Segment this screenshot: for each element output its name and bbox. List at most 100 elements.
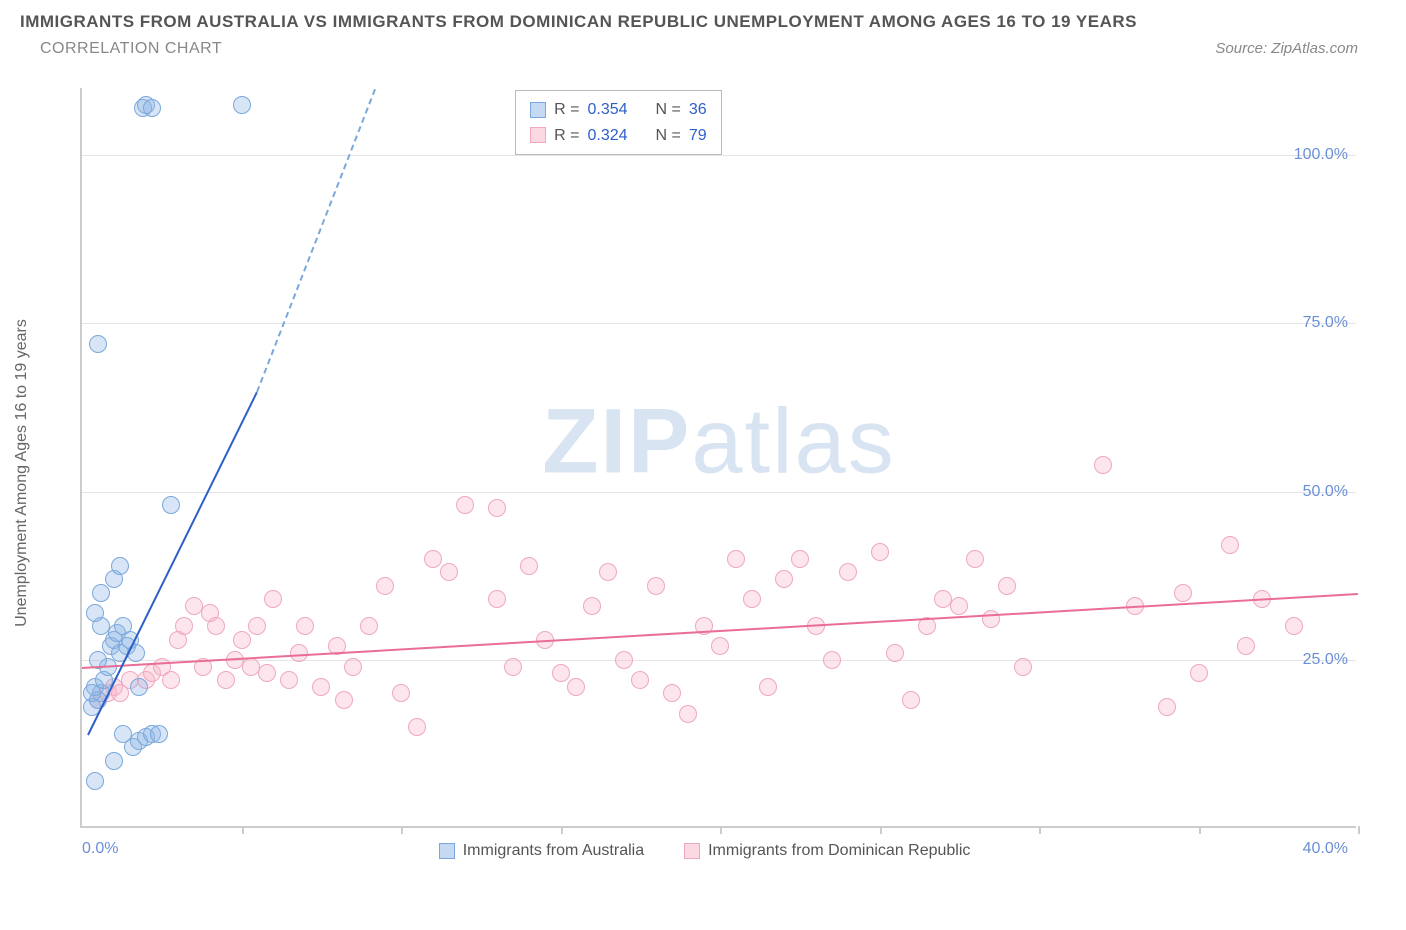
point-pink: [440, 563, 458, 581]
point-pink: [408, 718, 426, 736]
point-blue: [111, 557, 129, 575]
point-pink: [775, 570, 793, 588]
point-pink: [1190, 664, 1208, 682]
point-pink: [1158, 698, 1176, 716]
gridline: [82, 492, 1356, 493]
point-pink: [966, 550, 984, 568]
point-pink: [998, 577, 1016, 595]
point-blue: [89, 335, 107, 353]
point-pink: [296, 617, 314, 635]
y-axis-title: Unemployment Among Ages 16 to 19 years: [13, 319, 31, 627]
x-tick: [1199, 826, 1201, 834]
point-pink: [520, 557, 538, 575]
y-tick-label: 100.0%: [1294, 146, 1348, 164]
point-pink: [258, 664, 276, 682]
legend-swatch-blue: [530, 102, 546, 118]
point-pink: [360, 617, 378, 635]
point-pink: [567, 678, 585, 696]
point-pink: [599, 563, 617, 581]
legend-item: Immigrants from Dominican Republic: [684, 842, 970, 860]
x-tick: [561, 826, 563, 834]
point-pink: [1094, 456, 1112, 474]
point-pink: [217, 671, 235, 689]
point-blue: [105, 752, 123, 770]
point-blue: [143, 99, 161, 117]
gridline: [82, 660, 1356, 661]
point-pink: [583, 597, 601, 615]
point-pink: [647, 577, 665, 595]
point-blue: [83, 684, 101, 702]
point-pink: [264, 590, 282, 608]
point-pink: [424, 550, 442, 568]
legend-label: Immigrants from Australia: [463, 842, 644, 860]
point-pink: [233, 631, 251, 649]
x-tick: [242, 826, 244, 834]
point-pink: [207, 617, 225, 635]
gridline: [82, 155, 1356, 156]
point-pink: [902, 691, 920, 709]
stats-row: R =0.354N =36: [530, 97, 707, 123]
stats-row: R =0.324N =79: [530, 123, 707, 149]
point-pink: [344, 658, 362, 676]
point-blue: [130, 678, 148, 696]
y-tick-label: 50.0%: [1303, 483, 1348, 501]
point-blue: [114, 617, 132, 635]
r-value: 0.324: [588, 123, 628, 149]
legend-swatch-pink: [684, 843, 700, 859]
chart-title: IMMIGRANTS FROM AUSTRALIA VS IMMIGRANTS …: [20, 12, 1386, 32]
gridline: [82, 323, 1356, 324]
trend-line-blue-extrapolated: [257, 89, 377, 392]
point-pink: [631, 671, 649, 689]
x-min-label: 0.0%: [82, 840, 118, 858]
point-blue: [233, 96, 251, 114]
point-pink: [743, 590, 761, 608]
point-pink: [280, 671, 298, 689]
plot-region: ZIPatlas R =0.354N =36R =0.324N =79 0.0%…: [80, 88, 1356, 828]
point-pink: [839, 563, 857, 581]
point-blue: [114, 725, 132, 743]
point-pink: [335, 691, 353, 709]
legend-swatch-blue: [439, 843, 455, 859]
point-pink: [1237, 637, 1255, 655]
point-blue: [162, 496, 180, 514]
point-pink: [504, 658, 522, 676]
n-value: 36: [689, 97, 707, 123]
point-pink: [871, 543, 889, 561]
point-pink: [456, 496, 474, 514]
point-blue: [150, 725, 168, 743]
stats-box: R =0.354N =36R =0.324N =79: [515, 90, 722, 155]
chart-subtitle: CORRELATION CHART: [40, 40, 222, 58]
point-pink: [248, 617, 266, 635]
point-pink: [488, 590, 506, 608]
point-pink: [615, 651, 633, 669]
legend-swatch-pink: [530, 127, 546, 143]
point-pink: [488, 499, 506, 517]
point-pink: [886, 644, 904, 662]
watermark: ZIPatlas: [542, 390, 895, 495]
chart-area: Unemployment Among Ages 16 to 19 years Z…: [60, 88, 1360, 858]
x-tick: [401, 826, 403, 834]
r-label: R =: [554, 123, 579, 149]
n-label: N =: [656, 97, 681, 123]
point-pink: [552, 664, 570, 682]
point-pink: [1014, 658, 1032, 676]
x-tick: [880, 826, 882, 834]
point-pink: [175, 617, 193, 635]
y-tick-label: 25.0%: [1303, 651, 1348, 669]
point-pink: [392, 684, 410, 702]
point-pink: [759, 678, 777, 696]
y-tick-label: 75.0%: [1303, 314, 1348, 332]
legend-label: Immigrants from Dominican Republic: [708, 842, 970, 860]
point-pink: [1174, 584, 1192, 602]
x-tick: [1039, 826, 1041, 834]
point-pink: [679, 705, 697, 723]
r-value: 0.354: [588, 97, 628, 123]
point-pink: [791, 550, 809, 568]
point-pink: [1285, 617, 1303, 635]
point-pink: [950, 597, 968, 615]
point-pink: [711, 637, 729, 655]
n-value: 79: [689, 123, 707, 149]
x-tick: [1358, 826, 1360, 834]
x-tick: [720, 826, 722, 834]
point-pink: [162, 671, 180, 689]
